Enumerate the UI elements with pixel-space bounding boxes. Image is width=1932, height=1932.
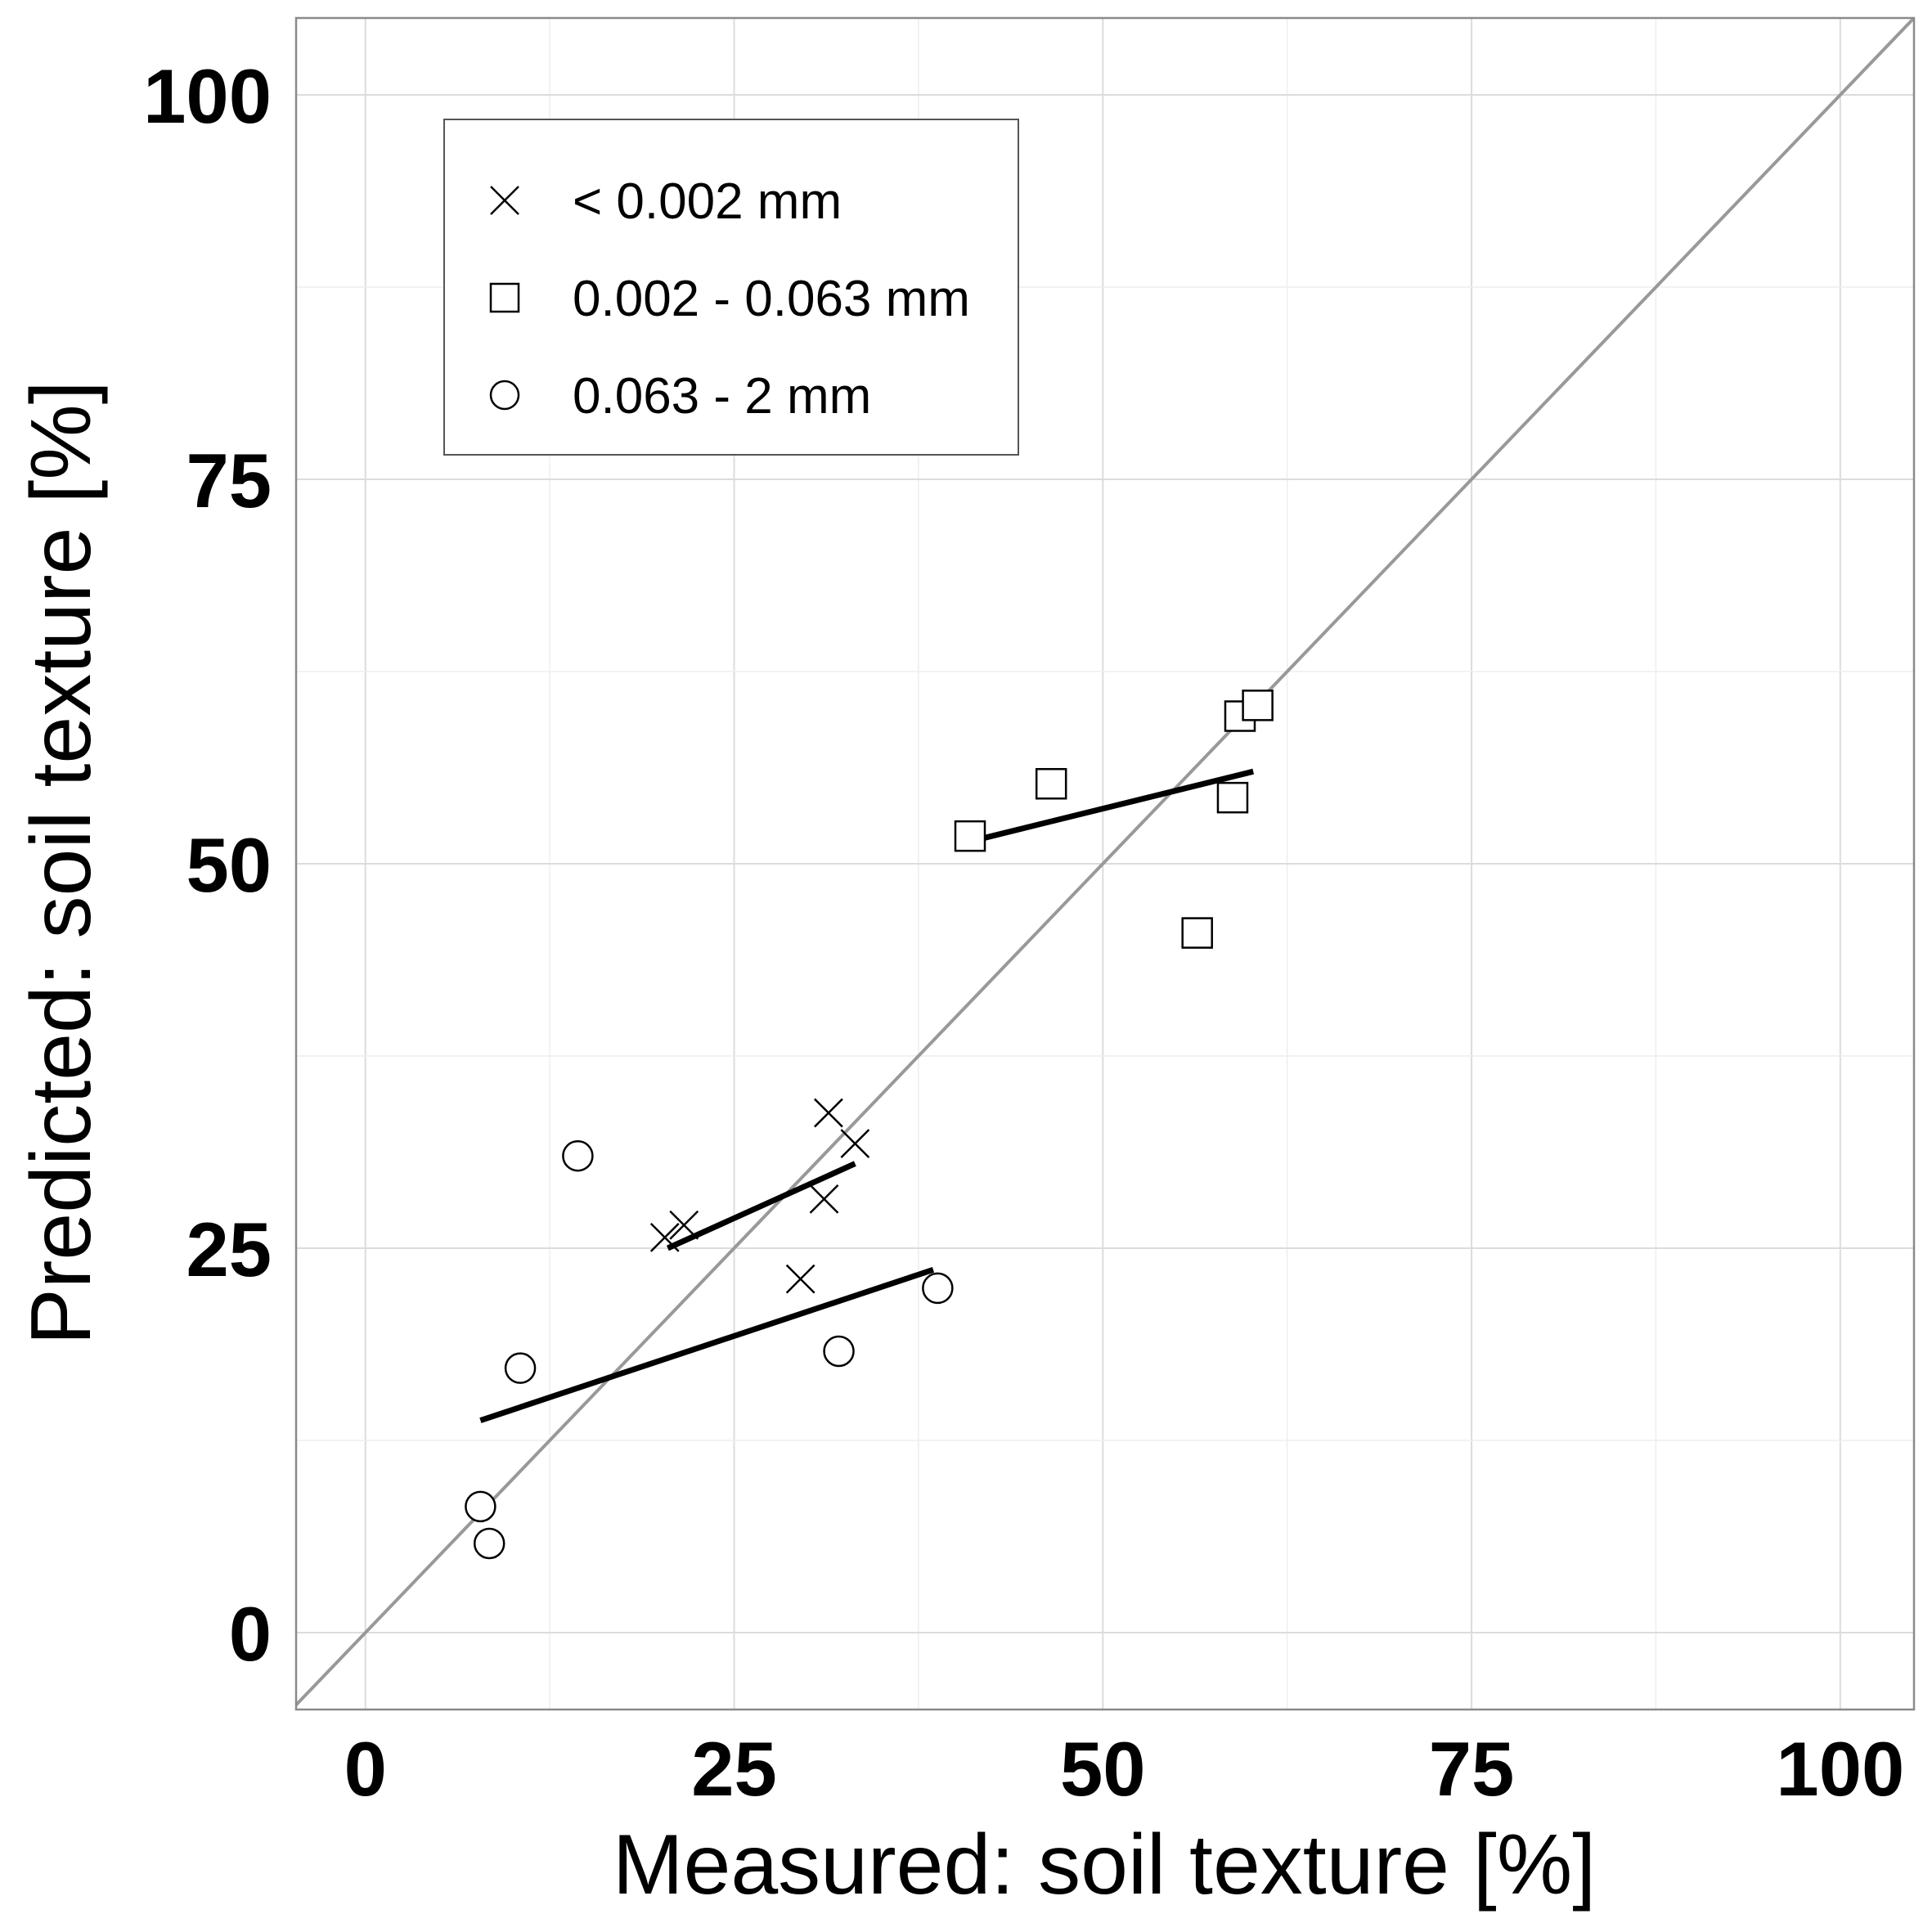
x-tick-label: 100 bbox=[1776, 1726, 1904, 1812]
x-tick-label: 25 bbox=[691, 1726, 777, 1812]
data-point bbox=[489, 282, 520, 313]
legend-label: 0.002 - 0.063 mm bbox=[573, 271, 970, 327]
x-marker-stroke bbox=[809, 1184, 839, 1214]
x-tick-labels: 0 25 50 75 100 bbox=[344, 1726, 1905, 1812]
data-point bbox=[504, 1352, 537, 1384]
identity-line-group bbox=[294, 16, 1916, 1706]
legend-item: < 0.002 mm bbox=[490, 173, 842, 230]
legend-label: 0.063 - 2 mm bbox=[573, 368, 871, 425]
trend-line bbox=[479, 1266, 935, 1423]
data-point bbox=[1035, 767, 1067, 800]
y-axis-title: Predicted: soil texture [%] bbox=[14, 380, 109, 1345]
legend: < 0.002 mm 0.002 - 0.063 mm 0.063 - 2 mm bbox=[443, 119, 1019, 456]
y-tick-labels: 0 25 50 75 100 bbox=[143, 53, 272, 1677]
x-marker-stroke bbox=[490, 186, 519, 215]
x-marker-stroke bbox=[840, 1129, 870, 1159]
data-point bbox=[649, 1222, 680, 1252]
identity-line bbox=[294, 16, 1916, 1706]
x-tick-label: 50 bbox=[1060, 1726, 1146, 1812]
x-axis-title: Measured: soil texture [%] bbox=[613, 1817, 1596, 1912]
x-marker-stroke bbox=[814, 1098, 843, 1128]
x-tick-label: 0 bbox=[344, 1726, 387, 1812]
legend-box bbox=[443, 119, 1019, 456]
trend-lines bbox=[479, 768, 1255, 1423]
trend-line bbox=[972, 768, 1255, 844]
y-tick-label: 50 bbox=[186, 822, 272, 908]
y-tick-label: 75 bbox=[186, 438, 272, 523]
x-tick-label: 75 bbox=[1429, 1726, 1515, 1812]
plot-border bbox=[294, 16, 1916, 1711]
data-point bbox=[465, 1490, 496, 1523]
data-point bbox=[473, 1527, 505, 1560]
legend-item: 0.063 - 2 mm bbox=[489, 368, 871, 425]
data-point bbox=[1242, 690, 1274, 721]
x-marker-stroke bbox=[649, 1222, 680, 1252]
data-point bbox=[562, 1139, 594, 1172]
data-point bbox=[669, 1210, 699, 1240]
x-marker-stroke bbox=[669, 1210, 699, 1240]
data-point bbox=[809, 1184, 839, 1214]
data-point bbox=[840, 1129, 870, 1159]
data-point bbox=[490, 186, 519, 215]
legend-item: 0.002 - 0.063 mm bbox=[489, 271, 970, 327]
y-tick-label: 25 bbox=[186, 1206, 272, 1292]
y-tick-label: 0 bbox=[229, 1591, 272, 1677]
data-point bbox=[922, 1272, 954, 1305]
data-point bbox=[1216, 781, 1249, 814]
x-marker-stroke bbox=[785, 1264, 815, 1294]
data-point bbox=[785, 1264, 815, 1294]
data-point bbox=[814, 1098, 843, 1128]
data-point bbox=[1181, 917, 1213, 949]
data-points bbox=[465, 690, 1274, 1560]
data-point bbox=[823, 1335, 855, 1368]
data-point bbox=[489, 380, 520, 411]
trend-line bbox=[666, 1161, 856, 1251]
y-tick-label: 100 bbox=[143, 53, 272, 139]
data-point bbox=[954, 820, 986, 852]
legend-label: < 0.002 mm bbox=[573, 173, 842, 230]
